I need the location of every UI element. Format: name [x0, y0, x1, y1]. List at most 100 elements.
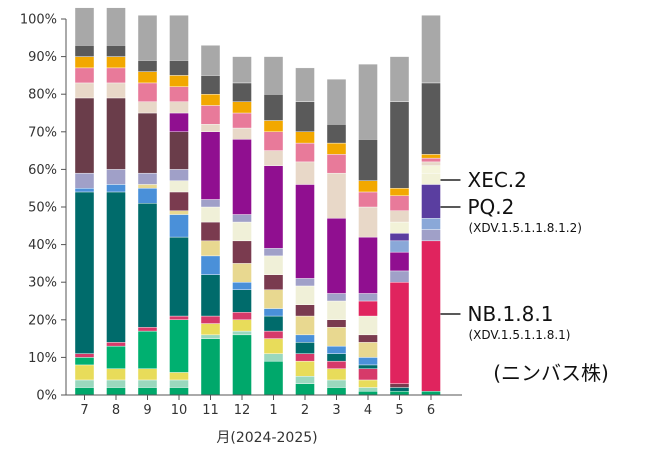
bar-segment: [389, 391, 410, 396]
bar-segment: [137, 187, 158, 204]
bar-segment: [106, 345, 126, 369]
bar-segment: [169, 210, 189, 215]
y-tick-label: 0%: [36, 389, 57, 404]
bar-segment: [389, 233, 410, 242]
annotation-variant-label: XEC.2: [468, 168, 527, 192]
bar-segment: [326, 293, 347, 302]
bar-segment: [358, 191, 378, 208]
bar-segment: [421, 218, 441, 230]
bar-segment: [295, 353, 315, 362]
bar-segment: [263, 248, 284, 257]
bar-segment: [106, 169, 126, 185]
bar-segment: [200, 93, 221, 106]
bar-segment: [358, 334, 378, 343]
bar-segment: [74, 172, 95, 189]
bar-segment: [106, 56, 126, 69]
bar-segment: [358, 139, 378, 181]
bar-segment: [74, 56, 95, 69]
bar-segment: [295, 342, 315, 354]
bar-segment: [295, 161, 315, 185]
bar-segment: [169, 180, 189, 193]
bar-segment: [326, 142, 347, 155]
bar-segment: [358, 180, 378, 193]
annotation-lineage-label: (XDV.1.5.1.1.8.1): [469, 328, 571, 342]
bar-segment: [200, 323, 221, 336]
bar-segment: [358, 368, 378, 381]
bar-segment: [232, 139, 252, 215]
x-tick-label: 6: [427, 403, 435, 418]
bar-segment: [295, 360, 315, 377]
bar-segment: [169, 214, 189, 238]
annotation-variant-label: PQ.2: [468, 195, 515, 219]
bar-segment: [263, 93, 284, 121]
bar-segment: [295, 334, 315, 343]
bar-segment: [137, 327, 158, 332]
bar-segment: [326, 360, 347, 369]
bar-segment: [326, 327, 347, 347]
bar-segment: [389, 210, 410, 223]
x-tick-label: 4: [364, 403, 372, 418]
bar-segment: [358, 364, 378, 369]
bar-segment: [295, 67, 315, 102]
y-tick-label: 30%: [28, 276, 57, 291]
bar-segment: [295, 304, 315, 317]
bar-segment: [137, 387, 158, 396]
bar-segment: [421, 172, 441, 185]
bar-segment: [106, 7, 126, 46]
bar-segment: [389, 240, 410, 253]
bar-segment: [200, 240, 221, 257]
bar-segment: [74, 387, 95, 396]
bar-segment: [421, 184, 441, 219]
bar-segment: [169, 372, 189, 381]
bar-segment: [358, 357, 378, 366]
annotation-variant-label: NB.1.8.1: [468, 302, 554, 326]
y-tick-label: 60%: [28, 163, 57, 178]
bar-segment: [74, 364, 95, 381]
y-tick-label: 20%: [28, 313, 57, 328]
bar-segment: [169, 75, 189, 87]
x-axis-title: 月(2024-2025): [216, 430, 317, 446]
bar-segment: [358, 379, 378, 388]
bar-segment: [137, 368, 158, 381]
bar-segment: [169, 101, 189, 114]
bar-segment: [326, 353, 347, 362]
x-tick-label: 10: [171, 403, 188, 418]
bar-segment: [421, 15, 441, 84]
bar-segment: [200, 105, 221, 125]
bar-segment: [295, 184, 315, 279]
bar-segment: [106, 191, 126, 343]
bar-segment: [232, 289, 252, 313]
bar-segment: [74, 97, 95, 174]
bar-segment: [74, 379, 95, 388]
bar-segment: [200, 199, 221, 208]
bar-segment: [137, 60, 158, 72]
bar-segment: [421, 240, 441, 392]
bar-segment: [263, 150, 284, 166]
bar-segment: [200, 315, 221, 324]
bar-segment: [421, 229, 441, 242]
bar-segment: [232, 330, 252, 336]
bar-segment: [106, 45, 126, 57]
bar-segment: [200, 124, 221, 132]
bar-segment: [137, 172, 158, 185]
bar-segment: [326, 387, 347, 396]
bar-segment: [389, 221, 410, 234]
bar-segment: [358, 236, 378, 294]
bar-segment: [389, 56, 410, 102]
y-tick-label: 10%: [28, 351, 57, 366]
bar-segment: [137, 71, 158, 84]
bar-segment: [232, 56, 252, 84]
x-tick-label: 2: [301, 403, 309, 418]
bar-segment: [295, 285, 315, 305]
bar-segment: [358, 391, 378, 396]
bar-segment: [137, 203, 158, 328]
bar-segment: [421, 161, 441, 166]
bar-segment: [358, 300, 378, 317]
bar-segment: [263, 255, 284, 275]
bar-segment: [295, 383, 315, 396]
bar-segment: [169, 191, 189, 211]
y-tick-label: 100%: [20, 13, 57, 28]
bar-segment: [200, 131, 221, 200]
y-tick-label: 70%: [28, 125, 57, 140]
bar-segment: [389, 101, 410, 189]
